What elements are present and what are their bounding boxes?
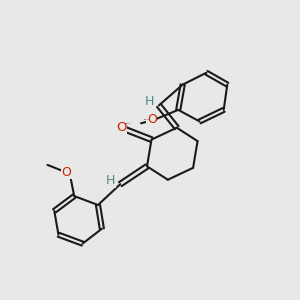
Text: O: O (61, 166, 71, 179)
Text: methoxy: methoxy (126, 123, 132, 124)
Text: methoxy: methoxy (144, 119, 150, 120)
Text: O: O (147, 113, 157, 126)
Text: O: O (116, 121, 126, 134)
Text: H: H (145, 95, 154, 108)
Text: H: H (106, 174, 116, 187)
